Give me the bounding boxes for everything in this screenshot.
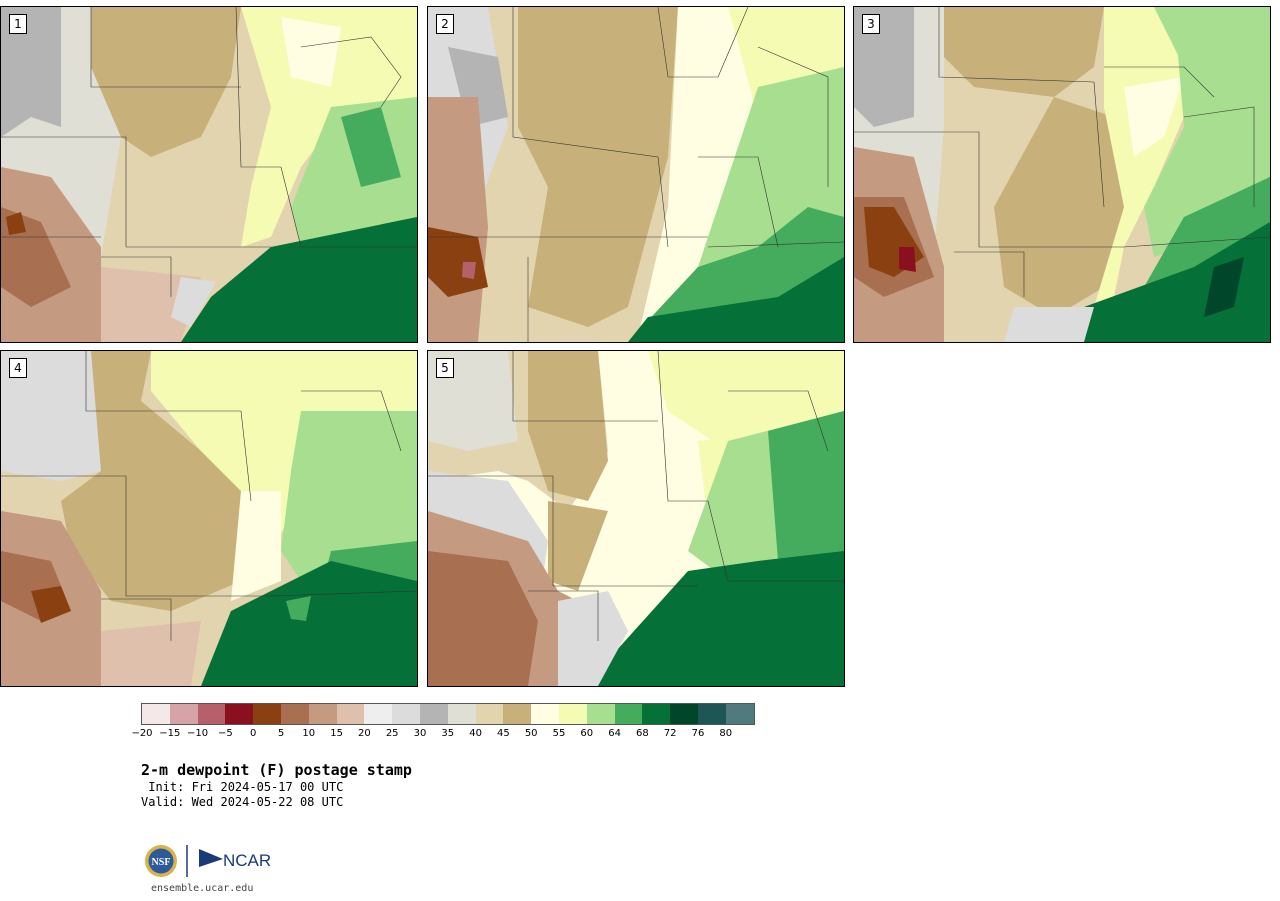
colorbar-tick-label: −15 — [159, 728, 181, 739]
colorbar-tick-label: 35 — [441, 728, 455, 739]
colorbar-segment — [531, 704, 559, 724]
colorbar-tick-label: −5 — [218, 728, 233, 739]
colorbar-segment — [642, 704, 671, 724]
nsf-ncar-logo: NSF NCAR — [145, 845, 271, 877]
colorbar-tick-label: −10 — [187, 728, 209, 739]
valid-time: Valid: Wed 2024-05-22 08 UTC — [141, 795, 344, 809]
colorbar-segment — [475, 704, 504, 724]
colorbar-tick-label: 15 — [330, 728, 343, 739]
colorbar-segment — [670, 704, 698, 724]
ncar-logo-text: NCAR — [223, 851, 271, 870]
map-panel-2: 2 — [427, 6, 845, 343]
colorbar-tick-label: 0 — [250, 728, 257, 739]
colorbar-segment — [447, 704, 476, 724]
colorbar-segment — [308, 704, 337, 724]
map-title: 2-m dewpoint (F) postage stamp — [141, 761, 412, 779]
map-panel-4: 4 — [0, 350, 418, 687]
colorbar-tick-label: 60 — [580, 728, 594, 739]
init-time: Init: Fri 2024-05-17 00 UTC — [141, 780, 344, 794]
colorbar-segment — [392, 704, 420, 724]
colorbar-tick-label: 55 — [552, 728, 566, 739]
colorbar-segment — [197, 704, 226, 724]
colorbar-tick-label: −20 — [131, 728, 153, 739]
colorbar-segment — [280, 704, 309, 724]
dewpoint-map-3 — [854, 7, 1270, 342]
colorbar-segment — [336, 704, 365, 724]
dewpoint-map-1 — [1, 7, 417, 342]
colorbar-segment — [169, 704, 198, 724]
colorbar-tick-label: 30 — [413, 728, 427, 739]
colorbar-segment — [697, 704, 726, 724]
colorbar-tick-label: 76 — [691, 728, 705, 739]
panel-number-5: 5 — [436, 358, 454, 378]
colorbar-segment — [225, 704, 254, 724]
colorbar-tick-label: 20 — [358, 728, 371, 739]
map-panel-1: 1 — [0, 6, 418, 343]
colorbar-segment — [142, 704, 170, 724]
panel-number-3: 3 — [862, 14, 880, 34]
colorbar — [141, 703, 755, 725]
colorbar-segment — [586, 704, 615, 724]
panel-number-2: 2 — [436, 14, 454, 34]
dewpoint-map-2 — [428, 7, 844, 342]
colorbar-tick-label: 72 — [663, 728, 677, 739]
panel-number-1: 1 — [9, 14, 27, 34]
colorbar-segment — [503, 704, 532, 724]
dewpoint-map-4 — [1, 351, 417, 686]
colorbar-segment — [614, 704, 643, 724]
colorbar-tick-label: 68 — [636, 728, 649, 739]
colorbar-tick-label: 10 — [302, 728, 316, 739]
colorbar-segment — [419, 704, 448, 724]
colorbar-tick-label: 64 — [608, 728, 621, 739]
colorbar-tick-label: 45 — [497, 728, 510, 739]
dewpoint-map-5 — [428, 351, 844, 686]
panel-number-4: 4 — [9, 358, 27, 378]
colorbar-tick-label: 50 — [524, 728, 538, 739]
colorbar-tick-label: 40 — [469, 728, 482, 739]
colorbar-segment — [558, 704, 587, 724]
colorbar-tick-label: 80 — [719, 728, 733, 739]
colorbar-segment — [364, 704, 393, 724]
colorbar-segment — [253, 704, 281, 724]
colorbar-segment — [725, 704, 754, 724]
colorbar-tick-label: 25 — [385, 728, 399, 739]
nsf-logo-text: NSF — [152, 857, 171, 868]
map-panel-3: 3 — [853, 6, 1271, 343]
colorbar-tick-label: 5 — [277, 728, 285, 739]
map-panel-5: 5 — [427, 350, 845, 687]
website-link[interactable]: ensemble.ucar.edu — [151, 883, 254, 894]
